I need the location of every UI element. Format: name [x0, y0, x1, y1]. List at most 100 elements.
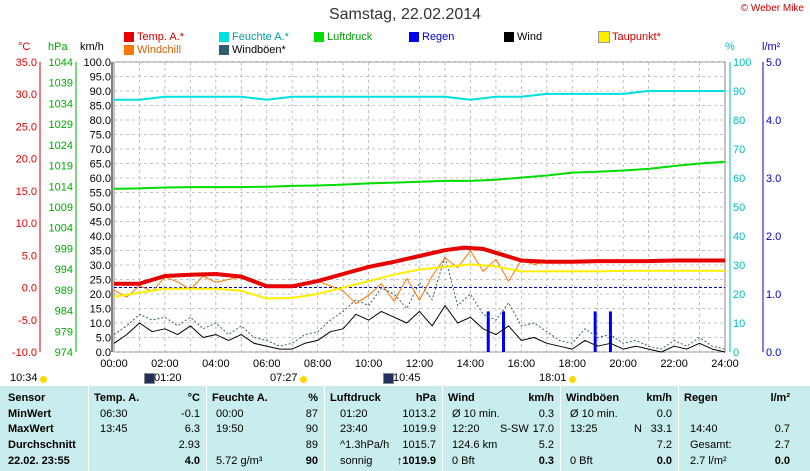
copyright-label: © Weber Mike	[740, 3, 804, 14]
legend-gust-swatch	[219, 45, 229, 55]
table-header-rain: Regen	[684, 392, 718, 404]
gust-value: 7.2	[656, 439, 672, 451]
legend-wind-swatch	[504, 32, 514, 42]
humidity-tick-label: 30	[733, 260, 745, 272]
x-tick-label: 06:00	[253, 358, 281, 370]
x-tick-label: 24:00	[711, 358, 739, 370]
legend-humidity: Feuchte A.*	[219, 31, 289, 43]
pressure-tick-label: 994	[55, 264, 73, 276]
rain-bar	[608, 311, 612, 352]
pressure-tick-label: 974	[55, 347, 73, 359]
wind-tick-label: 45.0	[90, 217, 111, 229]
table-header-temp-unit: °C	[187, 392, 200, 404]
table-header-wind-unit: km/h	[528, 392, 554, 404]
humidity-tick-label: 20	[733, 289, 745, 301]
temp-value: -0.1	[181, 408, 200, 420]
wind-tick-label: 10.0	[90, 318, 111, 330]
temp-tick-label: 5.0	[22, 250, 37, 262]
table-header-pressure: Luftdruck	[330, 392, 381, 404]
temp-time: 06:30	[100, 408, 128, 420]
wind-time: 0 Bft	[452, 455, 475, 467]
table-header-wind: Wind	[448, 392, 475, 404]
wind-time: Ø 10 min.	[452, 408, 500, 420]
table-header-gust: Windböen	[566, 392, 620, 404]
wind-tick-label: 20.0	[90, 289, 111, 301]
left-time-label: 10:34	[10, 372, 38, 384]
temp-tick-label: 20.0	[16, 154, 37, 166]
temp-axis-unit: °C	[18, 41, 31, 53]
wind-tick-label: 5.0	[96, 333, 111, 345]
page-title: Samstag, 22.02.2014	[328, 6, 482, 23]
x-tick-label: 04:00	[202, 358, 230, 370]
legend-windchill-swatch	[124, 45, 134, 55]
humidity-time: 00:00	[216, 408, 244, 420]
legend-pressure: Luftdruck	[314, 31, 372, 43]
legend-pressure-label: Luftdruck	[327, 31, 373, 43]
legend-dewpoint: Taupunkt*	[598, 31, 661, 43]
wind-tick-label: 15.0	[90, 304, 111, 316]
wind-tick-label: 0.0	[96, 347, 111, 359]
x-tick-label: 08:00	[304, 358, 332, 370]
temp-time: 13:45	[100, 423, 128, 435]
wind-tick-label: 55.0	[90, 188, 111, 200]
x-tick-label: 18:00	[558, 358, 586, 370]
pressure-tick-label: 1019	[49, 161, 73, 173]
wind-tick-label: 100.0	[83, 57, 111, 69]
pressure-tick-label: 1014	[49, 181, 73, 193]
temp-tick-label: 30.0	[16, 89, 37, 101]
legend-rain-swatch	[409, 32, 419, 42]
legend-humidity-label: Feuchte A.*	[232, 31, 289, 43]
sunrise-icon	[300, 376, 307, 383]
pressure-tick-label: 1029	[49, 119, 73, 131]
rain-tick-label: 0.0	[766, 347, 781, 359]
wind-tick-label: 50.0	[90, 202, 111, 214]
gust-value: 0.0	[656, 455, 672, 467]
temp-tick-label: 25.0	[16, 121, 37, 133]
legend-wind: Wind	[504, 31, 542, 43]
pressure-tick-label: 984	[55, 306, 73, 318]
table-header-gust-unit: km/h	[646, 392, 672, 404]
series-tempa-line	[114, 245, 725, 289]
x-tick-label: 22:00	[660, 358, 688, 370]
pressure-value: 1015.7	[402, 439, 436, 451]
wind-tick-label: 25.0	[90, 275, 111, 287]
sunset-icon	[569, 376, 576, 383]
wind-tick-label: 35.0	[90, 246, 111, 258]
pressure-tick-label: 1039	[49, 78, 73, 90]
weather-chart: 35.0 30.0 25.0 20.0 15.0 10.0 5.0 0.0 -5.0 -10.0 1…	[12, 57, 781, 370]
table-header-sensor: Sensor	[8, 392, 46, 404]
legend-temp: Temp. A.*	[124, 31, 184, 43]
pressure-value: 1019.9	[402, 423, 436, 435]
legend-dewpoint-swatch	[598, 31, 610, 43]
gust-time: Ø 10 min.	[570, 408, 618, 420]
legend-wind-label: Wind	[517, 31, 543, 43]
wind-time: 12:20	[452, 423, 480, 435]
wind-direction: S-SW	[500, 423, 529, 435]
table-header-humidity: Feuchte A.	[212, 392, 268, 404]
temp-value: 2.93	[178, 439, 200, 451]
rain-tick-label: 1.0	[766, 289, 781, 301]
temp-value: 4.0	[184, 455, 200, 467]
legend-pressure-swatch	[314, 32, 324, 42]
wind-tick-label: 80.0	[90, 115, 111, 127]
humidity-tick-label: 0	[733, 347, 739, 359]
temp-tick-label: 10.0	[16, 218, 37, 230]
humidity-value: 90	[305, 455, 318, 467]
summary-table	[0, 386, 810, 471]
wind-tick-label: 85.0	[90, 101, 111, 113]
humidity-value: 90	[305, 423, 318, 435]
series-taupunkt-line	[113, 263, 725, 300]
pressure-tick-label: 1004	[49, 223, 73, 235]
legend-rain-label: Regen	[422, 31, 455, 43]
x-tick-label: 16:00	[508, 358, 536, 370]
rain-tick-label: 5.0	[766, 57, 781, 69]
wind-tick-label: 95.0	[90, 72, 111, 84]
wind-tick-label: 60.0	[90, 173, 111, 185]
x-tick-label: 10:00	[355, 358, 383, 370]
humidity-tick-label: 40	[733, 231, 745, 243]
humidity-tick-label: 100	[733, 57, 751, 69]
sun-icon	[40, 376, 47, 383]
wind-tick-label: 90.0	[90, 86, 111, 98]
x-tick-label: 12:00	[406, 358, 434, 370]
humidity-axis-unit: %	[725, 41, 735, 53]
